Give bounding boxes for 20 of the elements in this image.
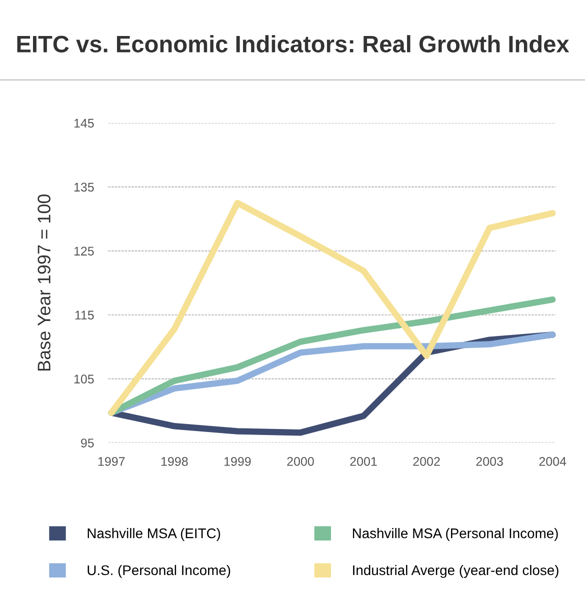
y-tick-label: 105 [74, 374, 94, 384]
y-tick-label: 145 [74, 118, 94, 128]
x-tick-label: 2004 [539, 457, 566, 466]
y-tick-label: 125 [74, 246, 94, 256]
y-tick-label: 135 [74, 182, 94, 192]
legend-label: U.S. (Personal Income) [88, 564, 230, 578]
legend-label: Nashville MSA (Personal Income) [352, 528, 558, 541]
x-tick-label: 2000 [287, 457, 314, 466]
legend-label: Nashville MSA (EITC) [88, 528, 220, 541]
y-axis-title: Base Year 1997 = 100 [38, 194, 50, 371]
y-tick-label: 115 [75, 310, 94, 320]
x-tick-label: 1999 [224, 457, 251, 466]
y-tick-label: 95 [81, 438, 94, 448]
x-tick-label: 2001 [350, 457, 377, 466]
x-tick-label: 1997 [98, 457, 125, 466]
x-tick-label: 2002 [413, 457, 440, 466]
legend-label: Industrial Averge (year-end close) [353, 564, 558, 578]
x-tick-label: 1998 [161, 457, 188, 466]
x-tick-label: 2003 [476, 457, 503, 466]
chart-title: EITC vs. Economic Indicators: Real Growth Index [17, 35, 570, 52]
